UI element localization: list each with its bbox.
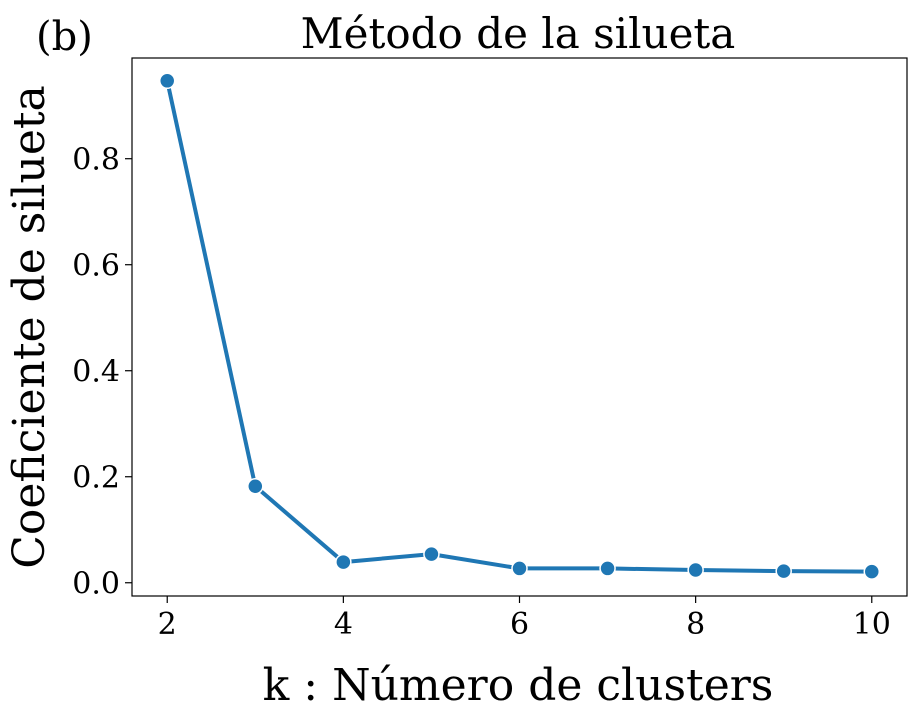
data-point	[423, 545, 440, 563]
y-tick-label: 0.6	[72, 249, 120, 284]
series-line-group	[158, 72, 881, 580]
data-point	[335, 553, 352, 571]
x-tick-label: 4	[334, 607, 353, 642]
chart-title: Método de la silueta	[301, 9, 736, 58]
y-axis-ticks: 0.0 0.2 0.4 0.6 0.8	[72, 143, 132, 602]
x-tick-label: 6	[510, 607, 529, 642]
panel-label: (b)	[36, 14, 93, 60]
y-tick-label: 0.2	[72, 461, 120, 496]
data-point	[775, 562, 792, 580]
y-axis-label: Coeficiente de silueta	[4, 85, 55, 569]
x-tick-label: 2	[158, 607, 177, 642]
data-point	[247, 478, 264, 495]
series-line	[165, 78, 874, 574]
data-point	[687, 561, 704, 579]
data-point	[511, 560, 528, 577]
data-point	[599, 560, 616, 577]
plot-frame	[131, 57, 908, 597]
x-tick-label: 10	[853, 607, 891, 642]
y-tick-label: 0.0	[72, 567, 120, 602]
x-axis-label: k : Número de clusters	[263, 660, 774, 711]
x-tick-label: 8	[686, 607, 705, 642]
y-tick-label: 0.8	[72, 143, 120, 178]
y-tick-label: 0.4	[72, 355, 120, 390]
x-axis-ticks: 2 4 6 8 10	[158, 596, 891, 642]
data-point	[863, 563, 881, 580]
data-point	[158, 72, 176, 90]
